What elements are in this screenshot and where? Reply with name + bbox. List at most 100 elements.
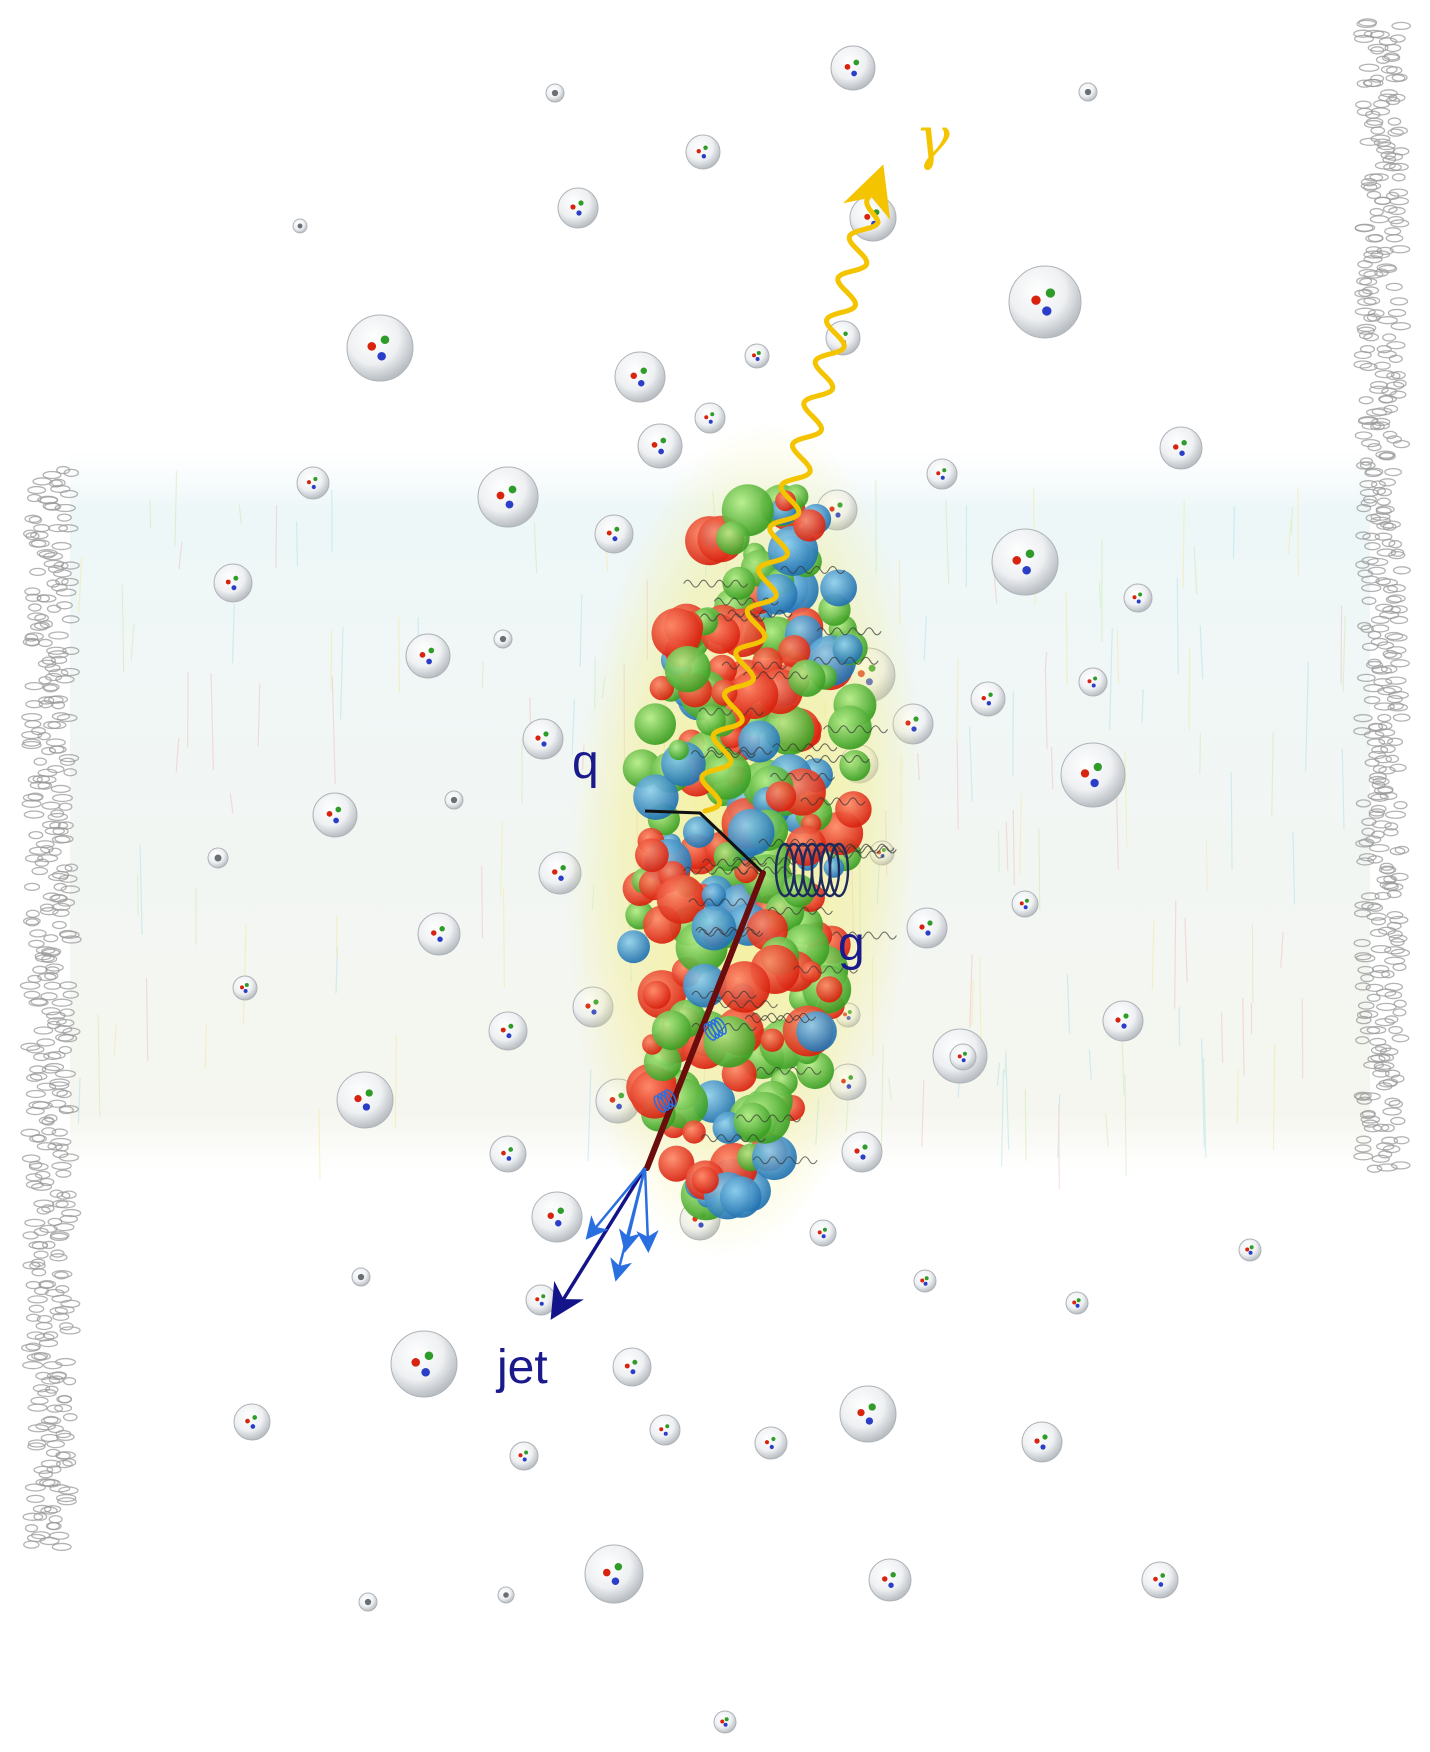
edge-stroke [37, 1388, 57, 1398]
edge-stroke [1388, 354, 1403, 363]
edge-stroke [46, 604, 62, 613]
band-streak [210, 673, 215, 771]
qgp-parton [738, 720, 781, 763]
right-nucleus-edge [1353, 18, 1412, 1173]
qgp-parton [765, 781, 797, 812]
edge-stroke [1370, 637, 1389, 647]
edge-stroke [1353, 727, 1372, 736]
edge-stroke [1388, 1025, 1403, 1035]
edge-stroke [1389, 615, 1409, 625]
qgp-parton [691, 1166, 719, 1194]
edge-stroke [1375, 603, 1394, 612]
edge-stroke [24, 1218, 46, 1227]
edge-stroke [27, 612, 47, 621]
edge-stroke [38, 550, 56, 559]
qgp-gluon-squiggle [816, 627, 882, 636]
band-streak [1341, 748, 1345, 830]
edge-stroke [1376, 1002, 1397, 1012]
radiated-gluon-loop [663, 1089, 677, 1107]
edge-stroke [54, 1271, 69, 1280]
jet-label: jet [495, 1341, 548, 1394]
band-streak [921, 1080, 925, 1147]
nucleon [1011, 890, 1039, 918]
edge-stroke [56, 1432, 75, 1442]
edge-stroke [28, 539, 47, 548]
edge-stroke [1361, 902, 1382, 911]
edge-stroke [1371, 745, 1389, 754]
edge-stroke [1367, 43, 1389, 53]
edge-stroke [1355, 1092, 1371, 1102]
edge-stroke [50, 655, 68, 665]
edge-stroke [1371, 666, 1393, 675]
edge-stroke [1370, 804, 1387, 814]
edge-stroke [59, 981, 78, 990]
band-streak [888, 1078, 892, 1101]
band-streak [1012, 809, 1015, 885]
edge-stroke [1358, 331, 1373, 340]
edge-stroke [27, 485, 47, 495]
edge-stroke [1374, 728, 1396, 737]
edge-stroke [1378, 766, 1396, 775]
edge-stroke [1366, 190, 1382, 200]
gluon-coil-icon [774, 842, 850, 898]
edge-stroke [1380, 89, 1398, 98]
qgp-parton [820, 569, 857, 607]
edge-stroke [1370, 126, 1386, 135]
edge-stroke [58, 1322, 74, 1331]
qgp-parton [642, 980, 671, 1009]
edge-stroke [1368, 775, 1387, 785]
edge-stroke [29, 1134, 47, 1143]
qgp-gluon-squiggle [702, 858, 768, 867]
edge-stroke [38, 1338, 59, 1348]
qgp-parton [617, 930, 650, 964]
qgp-parton [633, 774, 679, 820]
edge-stroke [40, 992, 58, 1001]
edge-stroke [28, 939, 45, 949]
band-streak [1124, 750, 1128, 849]
band-streak [257, 683, 261, 747]
edge-stroke [52, 1312, 70, 1321]
edge-stroke [25, 918, 40, 927]
qgp-parton [634, 703, 677, 745]
edge-stroke [25, 1313, 41, 1322]
edge-stroke [44, 1062, 65, 1072]
edge-stroke [1382, 522, 1397, 531]
edge-stroke [24, 587, 41, 596]
edge-stroke [1388, 162, 1409, 172]
edge-stroke [1388, 206, 1406, 216]
qgp-parton [835, 791, 872, 828]
edge-stroke [1360, 892, 1380, 901]
edge-stroke [46, 646, 67, 655]
edge-stroke [1356, 19, 1377, 29]
edge-stroke [56, 465, 71, 475]
edge-stroke [1382, 430, 1398, 440]
incoming-quark-line [644, 809, 765, 875]
edge-stroke [1369, 970, 1391, 979]
band-streak [1019, 792, 1022, 875]
edge-stroke [41, 801, 61, 810]
qgp-parton [800, 961, 822, 983]
edge-stroke [1368, 750, 1387, 760]
edge-stroke [52, 827, 69, 836]
edge-stroke [1353, 938, 1371, 948]
edge-stroke [60, 885, 81, 894]
edge-stroke [33, 1250, 49, 1259]
band-streak [1182, 499, 1185, 589]
edge-stroke [1377, 350, 1397, 359]
edge-stroke [1360, 178, 1378, 187]
edge-stroke [1370, 512, 1391, 521]
edge-stroke [1376, 1163, 1398, 1172]
edge-stroke [39, 907, 59, 916]
edge-stroke [51, 1088, 68, 1097]
edge-stroke [1387, 594, 1406, 603]
qgp-parton [734, 858, 759, 884]
edge-stroke [1359, 1092, 1381, 1101]
band-streak [1066, 974, 1071, 1034]
edge-stroke [1373, 702, 1395, 711]
qgp-gluon-squiggle [707, 746, 773, 755]
edge-stroke [1366, 738, 1386, 747]
edge-stroke [34, 1170, 51, 1179]
band-streak [175, 738, 180, 773]
qgp-gluon-squiggle [695, 926, 761, 935]
nucleon [1159, 426, 1203, 470]
